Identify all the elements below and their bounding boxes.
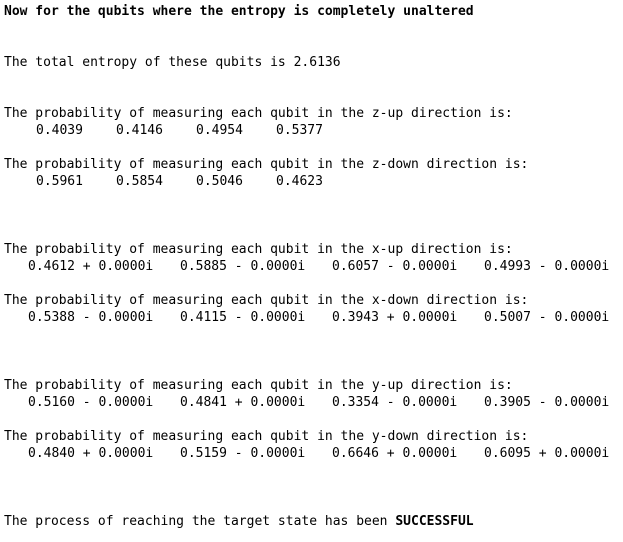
z-up-value: 0.4146: [116, 123, 163, 138]
y-up-value: 0.3905 - 0.0000i: [484, 395, 610, 410]
x-up-value: 0.4993 - 0.0000i: [484, 259, 610, 274]
x-down-value: 0.3943 + 0.0000i: [332, 310, 458, 325]
y-down-label: The probability of measuring each qubit …: [4, 429, 529, 444]
z-down-value: 0.5961: [36, 174, 83, 189]
entropy-text: The total entropy of these qubits is 2.6…: [4, 55, 341, 70]
y-down-value: 0.6646 + 0.0000i: [332, 446, 458, 461]
x-up-values: 0.4612 + 0.0000i 0.5885 - 0.0000i 0.6057…: [0, 259, 623, 275]
y-up-label: The probability of measuring each qubit …: [4, 378, 513, 393]
x-down-value: 0.5007 - 0.0000i: [484, 310, 610, 325]
x-up-value: 0.5885 - 0.0000i: [180, 259, 306, 274]
z-down-value: 0.5854: [116, 174, 163, 189]
z-down-values: 0.5961 0.5854 0.5046 0.4623: [0, 174, 623, 190]
y-down-value: 0.5159 - 0.0000i: [180, 446, 306, 461]
result-prefix: The process of reaching the target state…: [4, 514, 396, 529]
x-up-value: 0.4612 + 0.0000i: [28, 259, 154, 274]
result-status: SUCCESSFUL: [395, 514, 474, 529]
z-down-value: 0.5046: [196, 174, 243, 189]
x-up-value: 0.6057 - 0.0000i: [332, 259, 458, 274]
z-up-label: The probability of measuring each qubit …: [4, 106, 513, 121]
z-down-value: 0.4623: [276, 174, 323, 189]
z-up-value: 0.4039: [36, 123, 83, 138]
x-down-values: 0.5388 - 0.0000i 0.4115 - 0.0000i 0.3943…: [0, 310, 623, 326]
y-up-value: 0.3354 - 0.0000i: [332, 395, 458, 410]
y-down-values: 0.4840 + 0.0000i 0.5159 - 0.0000i 0.6646…: [0, 446, 623, 462]
y-down-value: 0.4840 + 0.0000i: [28, 446, 154, 461]
x-down-label: The probability of measuring each qubit …: [4, 293, 529, 308]
y-up-value: 0.5160 - 0.0000i: [28, 395, 154, 410]
z-up-value: 0.5377: [276, 123, 323, 138]
y-down-value: 0.6095 + 0.0000i: [484, 446, 610, 461]
y-up-value: 0.4841 + 0.0000i: [180, 395, 306, 410]
z-down-label: The probability of measuring each qubit …: [4, 157, 529, 172]
x-up-label: The probability of measuring each qubit …: [4, 242, 513, 257]
y-up-values: 0.5160 - 0.0000i 0.4841 + 0.0000i 0.3354…: [0, 395, 623, 411]
result-line: The process of reaching the target state…: [4, 514, 474, 530]
x-down-value: 0.4115 - 0.0000i: [180, 310, 306, 325]
z-up-values: 0.4039 0.4146 0.4954 0.5377: [0, 123, 623, 139]
z-up-value: 0.4954: [196, 123, 243, 138]
heading-text: Now for the qubits where the entropy is …: [4, 4, 474, 19]
x-down-value: 0.5388 - 0.0000i: [28, 310, 154, 325]
